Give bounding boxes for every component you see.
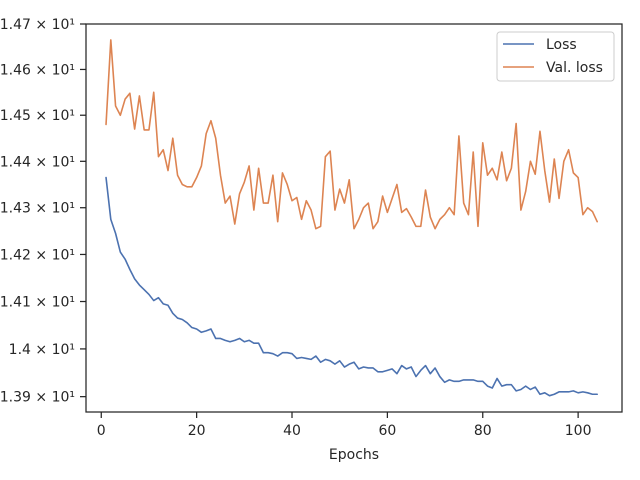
axis-ticks: 0 20 40 60 80 100 1.47 × 10¹ 1.46 × 10¹ 1.45 × 1… — [0, 17, 591, 439]
plot-area — [105, 39, 599, 397]
series-line-val-loss — [105, 39, 599, 230]
x-tick-label: 100 — [565, 423, 592, 439]
legend-label-val-loss: Val. loss — [546, 60, 603, 76]
x-tick-label: 40 — [283, 423, 301, 439]
series-line-loss — [105, 176, 599, 397]
legend: Loss Val. loss — [496, 31, 615, 82]
y-tick-label: 1.39 × 10¹ — [0, 390, 75, 406]
x-tick-label: 80 — [474, 423, 492, 439]
y-tick-label: 1.4 × 10¹ — [9, 342, 75, 358]
x-tick-label: 0 — [97, 423, 106, 439]
y-tick-label: 1.41 × 10¹ — [0, 295, 75, 311]
y-tick-label: 1.46 × 10¹ — [0, 62, 75, 78]
x-axis-title: Epochs — [329, 447, 379, 463]
x-tick-label: 20 — [188, 423, 206, 439]
axes-frame — [85, 23, 623, 413]
legend-label-loss: Loss — [546, 37, 577, 53]
y-tick-label: 1.43 × 10¹ — [0, 201, 75, 217]
y-tick-label: 1.44 × 10¹ — [0, 154, 75, 170]
y-tick-label: 1.42 × 10¹ — [0, 247, 75, 263]
x-tick-label: 60 — [378, 423, 396, 439]
y-tick-label: 1.45 × 10¹ — [0, 108, 75, 124]
y-tick-label: 1.47 × 10¹ — [0, 17, 75, 33]
